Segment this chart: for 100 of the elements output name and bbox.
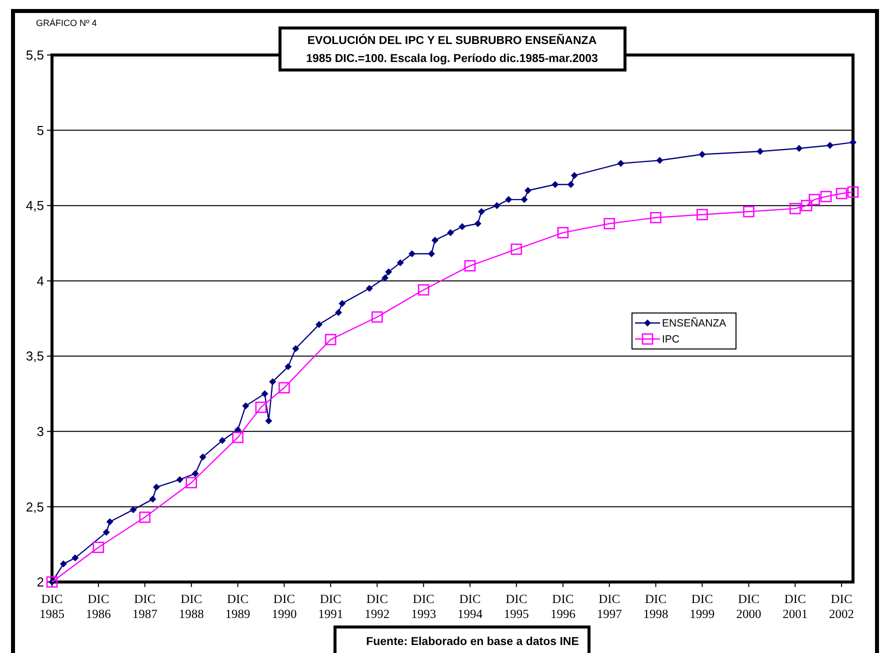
- point: [218, 436, 226, 444]
- point: [234, 426, 242, 434]
- x-tick-label: DIC 1998: [643, 592, 668, 621]
- x-tick-label: DIC 2001: [782, 592, 808, 621]
- x-tick-label: DIC 1991: [318, 592, 344, 621]
- point: [650, 212, 662, 224]
- point: [756, 148, 764, 155]
- y-tick-label: 4: [36, 273, 44, 288]
- x-tick-label: DIC 1996: [550, 592, 576, 621]
- point: [199, 454, 206, 461]
- point: [850, 138, 856, 146]
- point: [478, 208, 485, 216]
- point: [656, 156, 664, 164]
- chart-title: EVOLUCIÓN DEL IPC Y EL SUBRUBRO ENSEÑANZA: [307, 33, 597, 47]
- point: [458, 223, 466, 230]
- point: [382, 274, 389, 282]
- x-tick-label: DIC 1995: [504, 592, 529, 621]
- point: [139, 512, 150, 523]
- point: [617, 160, 624, 167]
- point: [474, 220, 482, 228]
- y-tick-label: 3: [36, 424, 44, 439]
- point: [552, 180, 559, 188]
- chart-subtitle: 1985 DIC.=100. Escala log. Período dic.1985-mar.2003: [306, 53, 598, 65]
- point: [72, 554, 79, 562]
- point: [338, 300, 346, 307]
- point: [265, 417, 272, 424]
- point: [505, 196, 512, 204]
- source-note: Fuente: Elaborado en base a datos INE: [366, 636, 580, 648]
- x-tick-label: DIC 1999: [690, 592, 715, 621]
- point: [510, 244, 522, 255]
- point: [324, 334, 336, 346]
- x-tick-label: DIC 1993: [411, 592, 436, 621]
- text: GRÁFICO Nº 4: [36, 18, 97, 28]
- point: [385, 268, 392, 276]
- y-tick-label: 2,5: [26, 499, 44, 514]
- point: [743, 206, 754, 218]
- point: [396, 259, 404, 266]
- point: [46, 576, 58, 588]
- y-tick-label: 4,5: [26, 198, 44, 214]
- x-tick-label: DIC 1992: [364, 592, 390, 621]
- point: [242, 402, 250, 410]
- point: [261, 390, 268, 398]
- point: [557, 227, 569, 238]
- point: [149, 496, 156, 503]
- point: [432, 236, 439, 244]
- y-tick-label: 5: [36, 122, 44, 138]
- x-tick-label: DIC 2002: [829, 592, 854, 621]
- point: [604, 218, 616, 230]
- x-tick-label: DIC 1987: [132, 592, 158, 621]
- point: [836, 188, 848, 200]
- y-tick-label: 3,5: [26, 348, 44, 364]
- x-tick-label: DIC 1985: [40, 592, 64, 621]
- point: [192, 470, 199, 478]
- point: [408, 250, 416, 258]
- point: [464, 260, 476, 272]
- y-tick-label: 5,5: [26, 48, 44, 63]
- point: [269, 378, 276, 386]
- point: [428, 250, 435, 258]
- point: [567, 180, 574, 188]
- point: [826, 142, 834, 149]
- point: [847, 186, 859, 198]
- point: [232, 432, 244, 444]
- x-tick-label: DIC 1994: [457, 592, 484, 621]
- x-tick-label: DIC 1990: [272, 592, 297, 621]
- point: [186, 476, 198, 488]
- x-tick-label: DIC 1997: [596, 592, 622, 621]
- point: [284, 363, 292, 370]
- point: [570, 172, 578, 179]
- point: [808, 194, 820, 206]
- point: [372, 311, 383, 323]
- point: [92, 542, 104, 554]
- point: [696, 208, 708, 220]
- point: [493, 202, 500, 210]
- legend-label: IPC: [662, 334, 680, 346]
- point: [176, 476, 184, 484]
- point: [255, 402, 267, 413]
- point: [316, 321, 323, 328]
- point: [106, 518, 114, 526]
- point: [292, 345, 300, 352]
- x-tick-label: DIC 1988: [178, 592, 204, 621]
- x-tick-label: DIC 1986: [86, 592, 111, 621]
- point: [278, 382, 290, 394]
- point: [102, 528, 110, 536]
- point: [789, 202, 801, 214]
- point: [447, 229, 454, 236]
- point: [698, 150, 706, 158]
- point: [335, 308, 342, 316]
- x-tick-label: DIC 1989: [225, 592, 250, 621]
- point: [520, 196, 528, 204]
- point: [796, 144, 803, 152]
- point: [524, 187, 532, 194]
- point: [820, 190, 832, 202]
- point: [152, 484, 160, 491]
- point: [366, 284, 373, 292]
- x-tick-label: DIC 2000: [736, 592, 762, 621]
- legend-label: ENSEÑANZA: [662, 316, 726, 330]
- point: [60, 560, 67, 568]
- y-tick-label: 2: [36, 574, 44, 590]
- point: [800, 200, 812, 212]
- point: [418, 284, 430, 296]
